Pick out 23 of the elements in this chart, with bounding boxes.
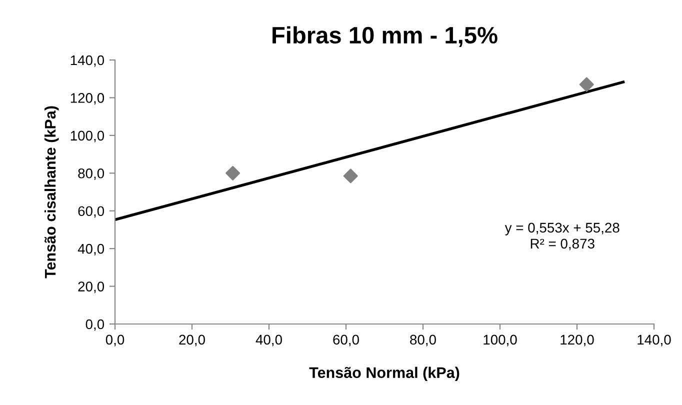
x-tick-label: 0,0 — [106, 334, 124, 346]
y-tick-label: 80,0 — [78, 168, 104, 180]
point — [343, 168, 358, 184]
chart-title: Fibras 10 mm - 1,5% — [272, 26, 498, 47]
x-tick-label: 40,0 — [256, 334, 282, 346]
y-tick-label: 120,0 — [70, 93, 104, 105]
y-axis-title: Tensão cisalhante (kPa) — [44, 106, 59, 278]
y-tick-label: 100,0 — [70, 130, 104, 142]
y-tick-label: 0,0 — [86, 319, 104, 331]
x-tick-label: 100,0 — [484, 334, 517, 346]
x-tick-label: 60,0 — [333, 334, 359, 346]
y-tick-label: 40,0 — [78, 244, 104, 256]
x-tick-label: 140,0 — [638, 334, 671, 346]
x-tick-label: 80,0 — [410, 334, 436, 346]
x-axis-title: Tensão Normal (kPa) — [309, 366, 460, 382]
point — [226, 166, 240, 180]
x-tick-label: 120,0 — [560, 334, 594, 346]
annotation: y = 0,553x + 55,28 R² = 0,873 — [504, 222, 620, 250]
y-tick-label: 60,0 — [78, 206, 104, 218]
y-tick-label: 20,0 — [78, 282, 104, 294]
point — [579, 77, 594, 92]
y-tick-label: 140,0 — [70, 55, 104, 67]
x-tick-label: 20,0 — [179, 334, 205, 346]
